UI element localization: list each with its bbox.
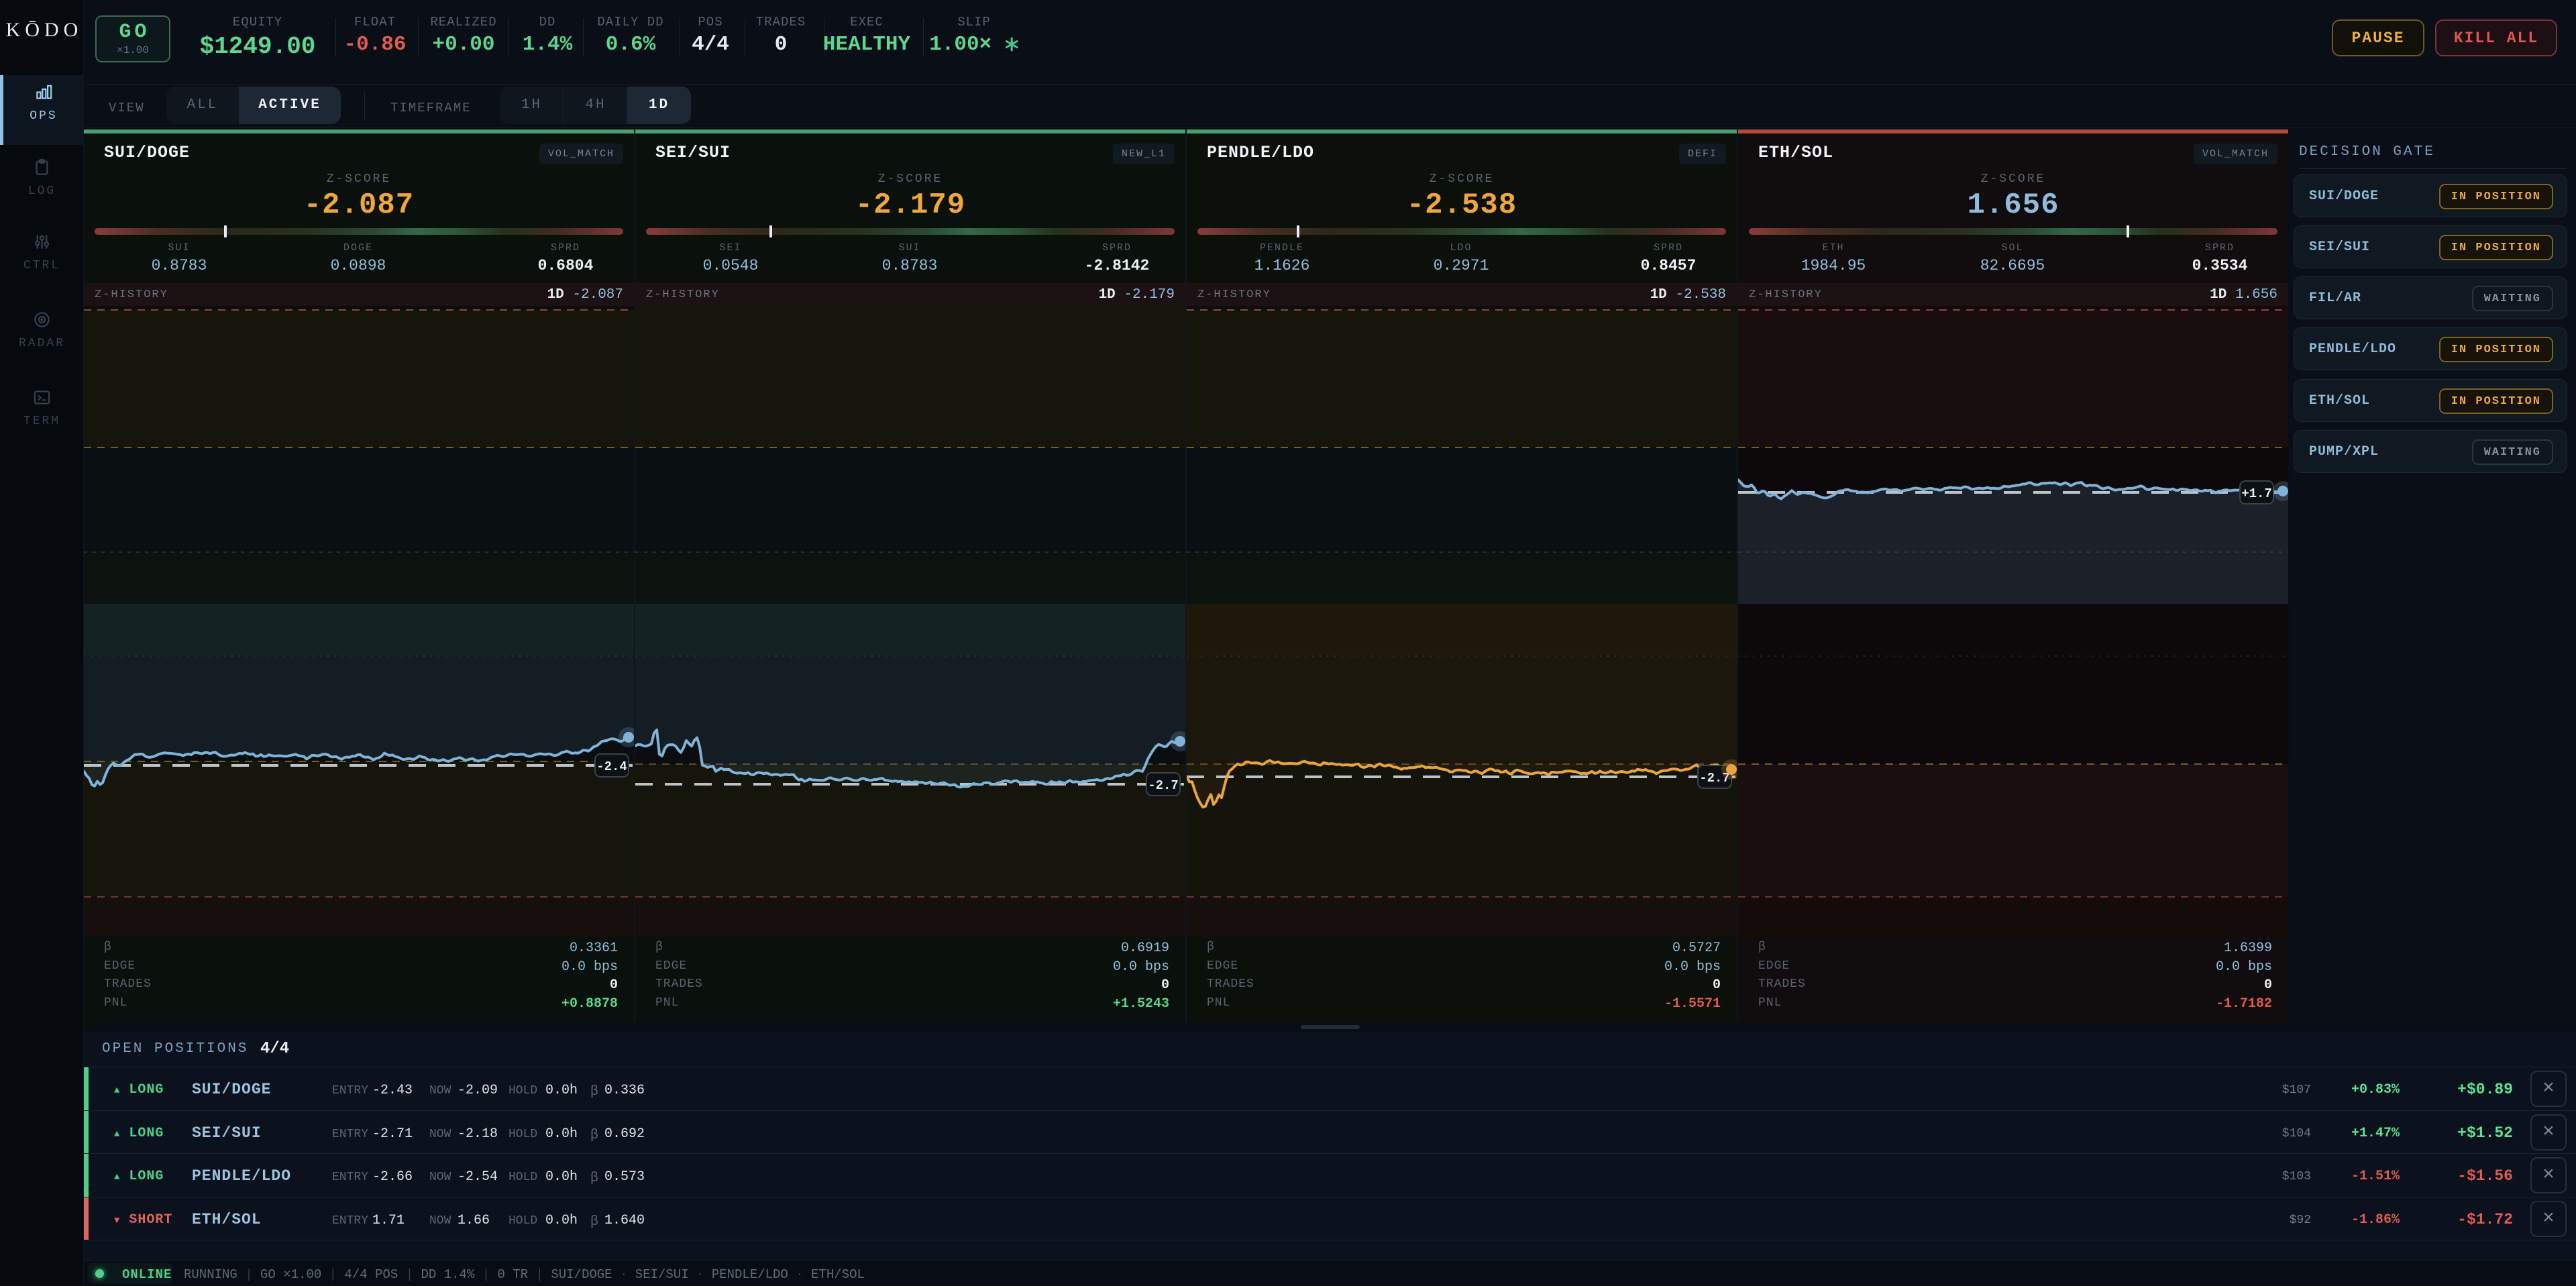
svg-text:+1.7: +1.7 (2241, 486, 2272, 501)
svg-text:-2.7: -2.7 (1699, 771, 1730, 786)
svg-text:-2.4: -2.4 (596, 759, 627, 774)
svg-text:-2.7: -2.7 (1148, 778, 1179, 793)
